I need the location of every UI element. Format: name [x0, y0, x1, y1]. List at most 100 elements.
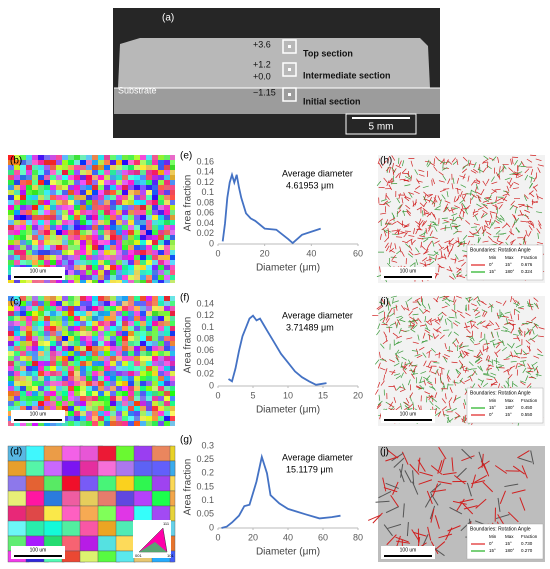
grain [44, 351, 50, 356]
grain [158, 396, 164, 401]
grain [92, 170, 98, 175]
boundary [443, 206, 447, 213]
y-tick-label: 0.12 [196, 310, 214, 320]
grain [110, 250, 116, 255]
grain [56, 190, 62, 195]
grain [80, 205, 86, 210]
boundary [491, 156, 497, 162]
boundary [389, 371, 396, 373]
grain [116, 396, 122, 401]
legend-header: Min [489, 255, 497, 260]
grain [134, 346, 140, 351]
boundary [433, 166, 438, 172]
grain [152, 280, 158, 283]
grain [122, 230, 128, 235]
grain [32, 225, 38, 230]
grain [56, 336, 62, 341]
scale-label: 100 um [400, 547, 417, 553]
annotation: 4.61953 μm [286, 180, 334, 190]
boundary [417, 457, 421, 472]
boundary [463, 505, 478, 510]
grain [8, 185, 14, 190]
grain [122, 190, 128, 195]
grain [110, 260, 116, 265]
grain [116, 220, 122, 225]
grain [8, 180, 14, 185]
height-label: +0.0 [253, 71, 271, 81]
boundary [440, 227, 447, 230]
grain [38, 326, 44, 331]
grain [86, 411, 92, 416]
grain [152, 351, 158, 356]
grain [8, 155, 14, 160]
boundary [395, 536, 409, 543]
grain [74, 386, 80, 391]
grain [152, 306, 158, 311]
grain [146, 280, 152, 283]
grain [20, 306, 26, 311]
grain [20, 376, 26, 381]
grain [44, 195, 50, 200]
boundary [514, 160, 518, 166]
grain [152, 160, 158, 165]
grain [170, 411, 175, 416]
boundary [388, 326, 390, 333]
grain [122, 346, 128, 351]
boundary [398, 327, 402, 334]
boundary [537, 164, 544, 167]
grain [86, 175, 92, 180]
grain [56, 341, 62, 346]
grain [128, 155, 134, 160]
grain [98, 396, 104, 401]
grain [128, 411, 134, 416]
grain [74, 195, 80, 200]
grain [86, 361, 92, 366]
grain [116, 245, 122, 250]
boundary [408, 310, 413, 316]
boundary [501, 346, 507, 352]
boundary [416, 385, 422, 389]
y-tick-label: 0.1 [201, 187, 214, 197]
grain [116, 356, 122, 361]
grain [104, 341, 110, 346]
boundary [498, 338, 504, 344]
boundary [400, 463, 404, 478]
grain [128, 260, 134, 265]
boundary [497, 156, 500, 163]
grain [68, 260, 74, 265]
boundary [483, 311, 488, 318]
boundary [487, 236, 493, 241]
boundary [495, 349, 501, 354]
grain [38, 250, 44, 255]
boundary [434, 392, 438, 399]
grain [62, 336, 68, 341]
grain [92, 225, 98, 230]
boundary [496, 207, 499, 214]
grain [68, 205, 74, 210]
grain [50, 190, 56, 195]
grain [62, 185, 68, 190]
grain [170, 336, 175, 341]
grain [38, 356, 44, 361]
boundary [481, 453, 484, 468]
grain [122, 250, 128, 255]
boundary [486, 346, 489, 353]
scale-box [345, 113, 417, 135]
grain [56, 155, 62, 160]
boundary [478, 338, 485, 343]
boundary [476, 203, 482, 208]
boundary [413, 318, 418, 325]
grain [86, 381, 92, 386]
grain [104, 275, 110, 280]
grain [44, 225, 50, 230]
grain [140, 326, 146, 331]
boundary [432, 224, 439, 226]
grain [140, 230, 146, 235]
grain [32, 280, 38, 283]
boundary [433, 213, 437, 220]
grain [134, 280, 140, 283]
boundary [530, 168, 534, 175]
boundary [509, 231, 515, 236]
grain [122, 376, 128, 381]
grain [110, 381, 116, 386]
